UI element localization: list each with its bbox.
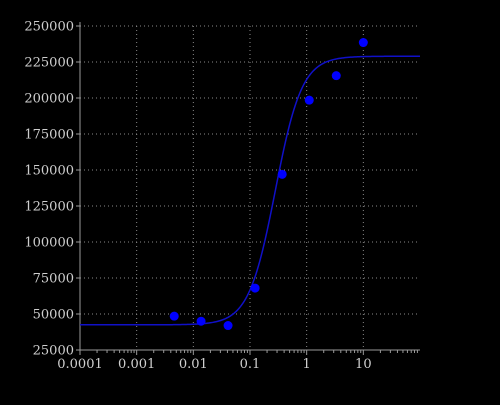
y-tick-label: 150000 — [24, 164, 74, 179]
data-point — [358, 38, 368, 48]
y-tick-label: 125000 — [24, 200, 74, 215]
y-tick-label: 75000 — [33, 272, 74, 287]
axis-layer — [76, 22, 420, 355]
data-point — [223, 321, 233, 331]
data-point-layer — [169, 38, 368, 331]
x-tick-label: 10 — [355, 357, 372, 372]
data-point — [196, 316, 206, 326]
data-point — [169, 311, 179, 321]
x-tick-label: 1 — [303, 357, 311, 372]
x-tick-label: 0.1 — [240, 357, 261, 372]
y-tick-label: 175000 — [24, 128, 74, 143]
data-point — [331, 71, 341, 81]
fit-curve — [80, 55, 420, 326]
fit-curve-layer — [80, 55, 420, 326]
data-point — [277, 169, 287, 179]
data-point — [250, 283, 260, 293]
data-point — [304, 95, 314, 105]
y-tick-label: 100000 — [24, 236, 74, 251]
y-tick-label: 50000 — [33, 308, 74, 323]
tick-label-layer: 25000 50000 75000 100000 125000 150000 175000 2… — [24, 20, 371, 373]
x-tick-label: 0.01 — [179, 357, 208, 372]
x-tick-label: 0.001 — [118, 357, 155, 372]
y-tick-label: 250000 — [24, 20, 74, 35]
y-tick-label: 200000 — [24, 92, 74, 107]
y-tick-label: 25000 — [33, 344, 74, 359]
y-tick-label: 225000 — [24, 56, 74, 71]
x-tick-label: 0.0001 — [57, 357, 103, 372]
